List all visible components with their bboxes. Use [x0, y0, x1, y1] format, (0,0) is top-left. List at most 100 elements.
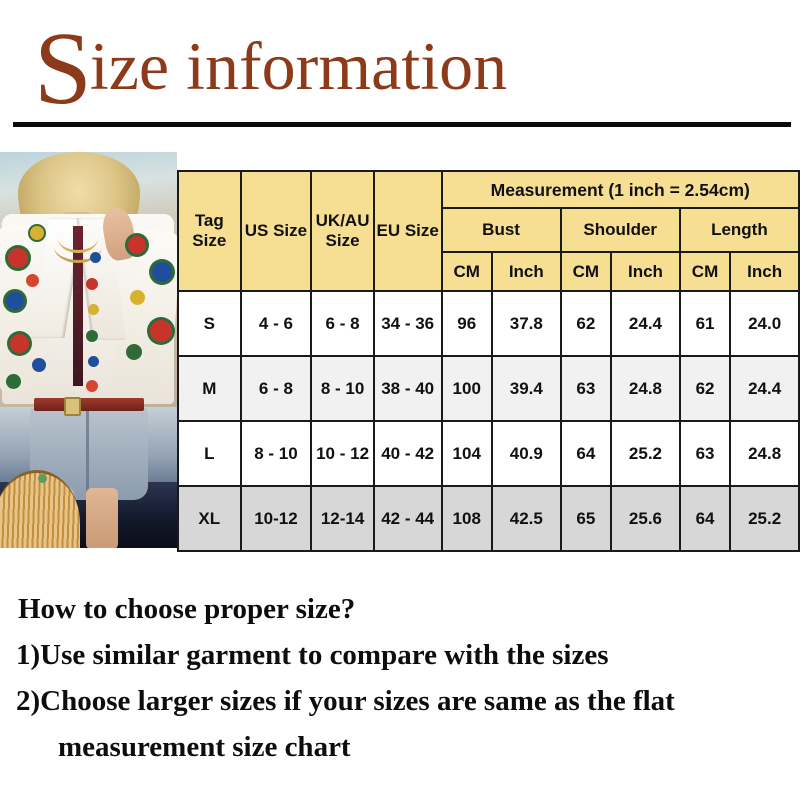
title-rest: ize information — [89, 28, 508, 104]
title-banner: Size information — [0, 0, 800, 135]
cell-length-inch: 24.4 — [729, 355, 800, 422]
header-bust-cm: CM — [440, 251, 493, 292]
cell-bust-cm: 96 — [440, 290, 493, 357]
header-shoulder-cm: CM — [559, 251, 613, 292]
cell-length-cm: 62 — [678, 355, 732, 422]
cell-uk-au-size: 8 - 10 — [310, 355, 375, 422]
embroidery-flower — [88, 356, 99, 367]
embroidery-flower — [10, 334, 29, 353]
leather-belt — [34, 398, 144, 411]
table-row: L 8 - 10 10 - 12 40 - 42 104 40.9 64 25.… — [177, 420, 800, 487]
header-uk-au-size-line1: UK/AU — [315, 211, 370, 230]
header-shoulder-inch: Inch — [610, 251, 681, 292]
cell-uk-au-size: 12-14 — [310, 485, 375, 552]
header-eu-size: EU Size — [372, 170, 443, 292]
header-length-inch: Inch — [729, 251, 800, 292]
guidance-tip-2-continued: measurement size chart — [58, 731, 351, 763]
embroidery-flower — [90, 252, 101, 263]
cell-us-size: 10-12 — [239, 485, 313, 552]
cell-length-cm: 64 — [678, 485, 732, 552]
embroidery-flower — [126, 344, 142, 360]
cell-bust-cm: 104 — [440, 420, 493, 487]
cell-bust-inch: 37.8 — [490, 290, 562, 357]
header-us-size: US Size — [239, 170, 313, 292]
table-header-row-units: CM Inch CM Inch CM Inch — [178, 251, 800, 292]
table-header-row-groups: Bust Shoulder Length — [178, 207, 800, 253]
table-row: M 6 - 8 8 - 10 38 - 40 100 39.4 63 24.8 … — [177, 355, 800, 422]
embroidery-flower — [150, 320, 172, 342]
cell-uk-au-size: 10 - 12 — [310, 420, 375, 487]
cell-us-size: 4 - 6 — [239, 290, 313, 357]
cell-length-inch: 24.0 — [729, 290, 800, 357]
cell-eu-size: 40 - 42 — [372, 420, 443, 487]
denim-shorts-seam — [86, 410, 89, 494]
cell-eu-size: 34 - 36 — [372, 290, 443, 357]
cell-tag-size: L — [177, 420, 242, 487]
embroidery-flower — [128, 236, 146, 254]
cell-shoulder-inch: 25.6 — [610, 485, 681, 552]
header-uk-au-size: UK/AU Size — [310, 170, 375, 292]
gold-necklace-second-strand — [54, 230, 102, 263]
cell-shoulder-cm: 65 — [559, 485, 613, 552]
cell-tag-size: M — [177, 355, 242, 422]
embroidery-flower — [88, 304, 99, 315]
header-bust-inch: Inch — [490, 251, 562, 292]
cell-bust-cm: 100 — [440, 355, 493, 422]
header-bust: Bust — [440, 207, 562, 253]
embroidery-flower — [26, 274, 39, 287]
table-header-row-measurement: Tag Size US Size UK/AU Size EU Size Meas… — [177, 170, 800, 292]
header-shoulder: Shoulder — [559, 207, 681, 253]
table-row: XL 10-12 12-14 42 - 44 108 42.5 65 25.6 … — [177, 485, 800, 552]
cell-length-cm: 61 — [678, 290, 732, 357]
guidance-question: How to choose proper size? — [18, 593, 356, 625]
header-measurement: Measurement (1 inch = 2.54cm) — [440, 170, 800, 209]
cell-bust-inch: 42.5 — [490, 485, 562, 552]
cell-bust-inch: 40.9 — [490, 420, 562, 487]
belt-buckle — [64, 397, 81, 416]
table-row: S 4 - 6 6 - 8 34 - 36 96 37.8 62 24.4 61… — [177, 290, 800, 357]
cell-length-inch: 24.8 — [729, 420, 800, 487]
content-band: Tag Size US Size UK/AU Size EU Size Meas… — [0, 152, 800, 552]
cell-bust-cm: 108 — [440, 485, 493, 552]
header-length: Length — [678, 207, 800, 253]
size-chart-table: Tag Size US Size UK/AU Size EU Size Meas… — [177, 170, 800, 552]
cell-tag-size: XL — [177, 485, 242, 552]
cell-length-cm: 63 — [678, 420, 732, 487]
guidance-tip-2: 2)Choose larger sizes if your sizes are … — [16, 685, 675, 717]
cell-bust-inch: 39.4 — [490, 355, 562, 422]
embroidery-flower — [152, 262, 172, 282]
cell-shoulder-inch: 24.8 — [610, 355, 681, 422]
embroidery-flower — [8, 248, 28, 268]
embroidery-flower — [86, 278, 98, 290]
embroidery-flower — [6, 374, 21, 389]
cell-eu-size: 38 - 40 — [372, 355, 443, 422]
cell-us-size: 6 - 8 — [239, 355, 313, 422]
cell-shoulder-cm: 62 — [559, 290, 613, 357]
title-divider — [13, 122, 791, 127]
title-dropcap: S — [34, 11, 92, 126]
size-guidance-notes: How to choose proper size? 1)Use similar… — [0, 586, 800, 770]
guidance-tip-1: 1)Use similar garment to compare with th… — [16, 639, 609, 671]
embroidery-flower — [86, 330, 98, 342]
embroidery-flower — [6, 292, 24, 310]
embroidery-flower — [130, 290, 145, 305]
cell-shoulder-inch: 24.4 — [610, 290, 681, 357]
cell-eu-size: 42 - 44 — [372, 485, 443, 552]
cell-shoulder-inch: 25.2 — [610, 420, 681, 487]
embroidery-flower — [86, 380, 98, 392]
cell-length-inch: 25.2 — [729, 485, 800, 552]
header-tag-size: Tag Size — [177, 170, 242, 292]
cell-uk-au-size: 6 - 8 — [310, 290, 375, 357]
header-uk-au-size-line2: Size — [325, 231, 360, 250]
cell-shoulder-cm: 63 — [559, 355, 613, 422]
model-right-leg — [86, 488, 118, 548]
page-title: Size information — [34, 17, 508, 121]
header-length-cm: CM — [678, 251, 732, 292]
cell-shoulder-cm: 64 — [559, 420, 613, 487]
cell-us-size: 8 - 10 — [239, 420, 313, 487]
green-ring — [38, 474, 47, 483]
cell-tag-size: S — [177, 290, 242, 357]
blouse-placket — [73, 226, 83, 386]
embroidery-flower — [32, 358, 46, 372]
product-photo — [0, 152, 177, 548]
